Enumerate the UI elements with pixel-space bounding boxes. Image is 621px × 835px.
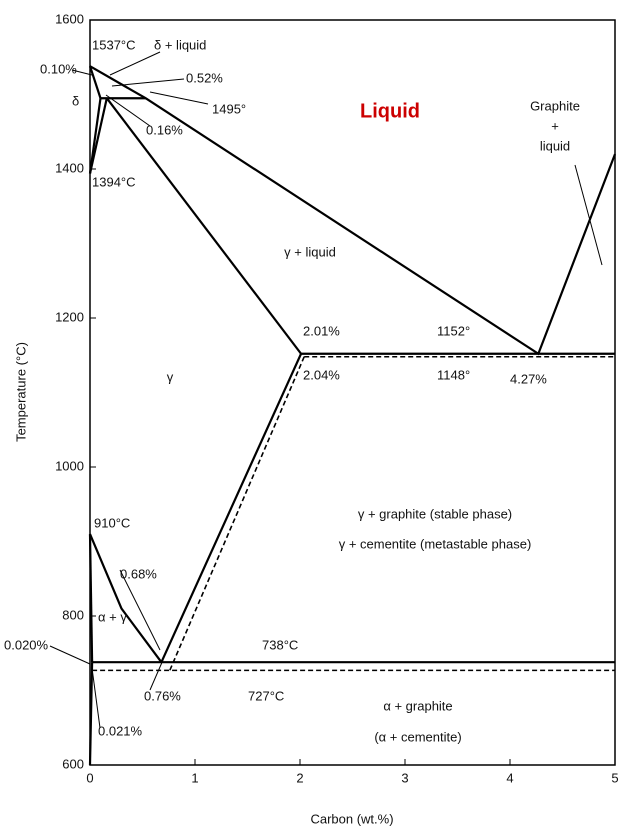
annotation: liquid	[540, 138, 570, 153]
annotation: 1495°	[212, 101, 246, 116]
annotation: (α + cementite)	[374, 729, 461, 744]
annotation: 2.01%	[303, 323, 340, 338]
y-tick-label: 1000	[55, 458, 84, 473]
annotation: α + γ	[98, 609, 127, 624]
leader-line	[149, 659, 164, 691]
y-tick-label: 1200	[55, 309, 84, 324]
x-tick-label: 5	[611, 770, 618, 785]
phase-boundary	[88, 65, 102, 99]
annotation: γ + graphite (stable phase)	[358, 506, 512, 521]
annotation: 0.10%	[40, 61, 77, 76]
leader-line	[71, 69, 93, 76]
leader-line	[574, 164, 603, 266]
annotation: δ	[72, 93, 79, 108]
phase-boundary	[88, 97, 108, 174]
annotation: 0.021%	[98, 723, 143, 738]
annotation: 4.27%	[510, 371, 547, 386]
annotation: 1537°C	[92, 37, 136, 52]
phase-boundary	[88, 534, 94, 663]
phase-boundary	[169, 356, 305, 671]
annotation: Graphite	[530, 98, 580, 113]
y-tick-label: 600	[62, 756, 84, 771]
annotation: 727°C	[248, 688, 284, 703]
leader-line	[119, 569, 161, 651]
annotation: 738°C	[262, 637, 298, 652]
plot-frame	[89, 19, 616, 766]
leader-line	[149, 91, 209, 105]
x-tick-label: 2	[296, 770, 303, 785]
x-tick-label: 4	[506, 770, 513, 785]
x-tick-label: 0	[86, 770, 93, 785]
x-tick-label: 3	[401, 770, 408, 785]
phase-boundary	[160, 353, 303, 663]
annotation: α + graphite	[383, 698, 452, 713]
phase-boundary	[88, 662, 94, 766]
y-tick-label: 800	[62, 607, 84, 622]
y-tick-label: 1600	[55, 11, 84, 26]
leader-line	[91, 667, 101, 729]
annotation: 910°C	[94, 515, 130, 530]
annotation: 1152°	[437, 323, 470, 338]
annotation: 0.68%	[120, 566, 157, 581]
annotation: γ	[167, 369, 174, 384]
annotation: γ + cementite (metastable phase)	[339, 536, 532, 551]
annotation: +	[551, 118, 559, 133]
x-tick-label: 1	[191, 770, 198, 785]
annotation: Liquid	[360, 100, 420, 122]
y-axis-label: Temperature (°C)	[13, 342, 28, 442]
leader-line	[109, 51, 161, 76]
annotation: 0.16%	[146, 122, 183, 137]
annotation: 1394°C	[92, 174, 136, 189]
annotation: δ + liquid	[154, 37, 206, 52]
annotation: 0.52%	[186, 70, 223, 85]
y-tick-label: 1400	[55, 160, 84, 175]
x-axis-label: Carbon (wt.%)	[310, 811, 393, 826]
annotation: 1148°	[437, 367, 470, 382]
phase-boundary	[88, 533, 163, 663]
annotation: 2.04%	[303, 367, 340, 382]
annotation: γ + liquid	[284, 244, 336, 259]
phase-boundary	[105, 97, 302, 355]
leader-line	[49, 645, 91, 665]
annotation: 0.76%	[144, 688, 181, 703]
phase-boundary	[89, 65, 617, 356]
annotation: 0.020%	[4, 637, 49, 652]
leader-line	[111, 78, 185, 87]
leader-line	[105, 94, 151, 127]
